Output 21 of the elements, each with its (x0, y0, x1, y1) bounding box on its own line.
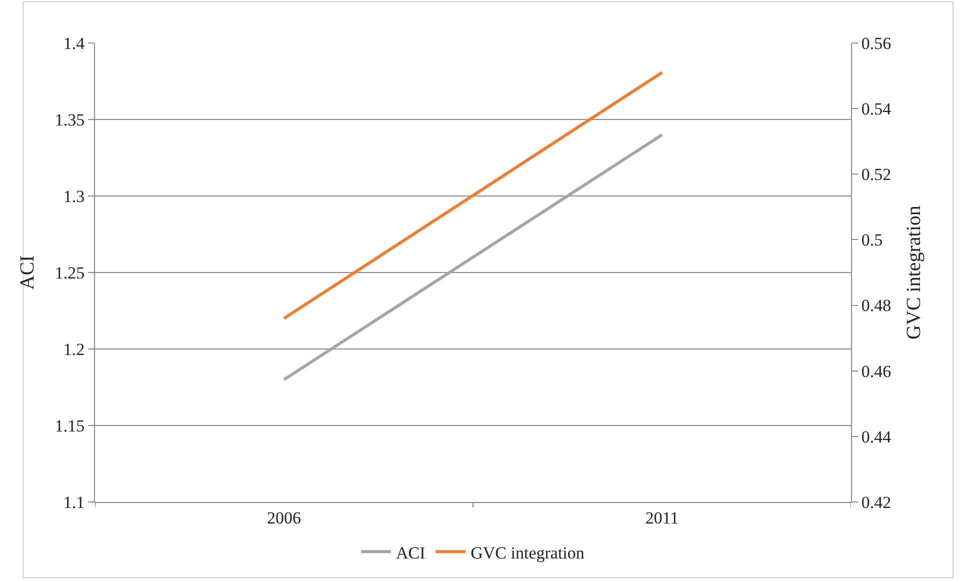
x-tick-label: 2006 (267, 508, 301, 528)
y2-axis-title: GVC integration (903, 206, 926, 340)
y2-tick-label: 0.5 (861, 230, 883, 250)
y-tick-label: 1.1 (63, 492, 85, 512)
y2-tick-label: 0.56 (861, 34, 892, 53)
y-tick-label: 1.4 (63, 34, 86, 53)
y-axis-title: ACI (16, 255, 38, 290)
y-tick-label: 1.25 (54, 263, 85, 282)
y2-tick-label: 0.42 (861, 492, 892, 512)
y-tick-label: 1.3 (63, 186, 85, 206)
legend-label: GVC integration (470, 543, 585, 562)
x-tick-label: 2011 (645, 508, 679, 528)
y-tick-label: 1.35 (54, 110, 85, 130)
y2-tick-label: 0.48 (861, 296, 892, 316)
y2-tick-label: 0.54 (861, 100, 892, 119)
y2-tick-label: 0.46 (861, 362, 892, 381)
y2-tick-label: 0.44 (861, 427, 892, 446)
y-tick-label: 1.2 (63, 340, 85, 359)
y-tick-label: 1.15 (54, 416, 85, 436)
y2-tick-label: 0.52 (861, 165, 892, 184)
legend-label: ACI (396, 543, 426, 562)
